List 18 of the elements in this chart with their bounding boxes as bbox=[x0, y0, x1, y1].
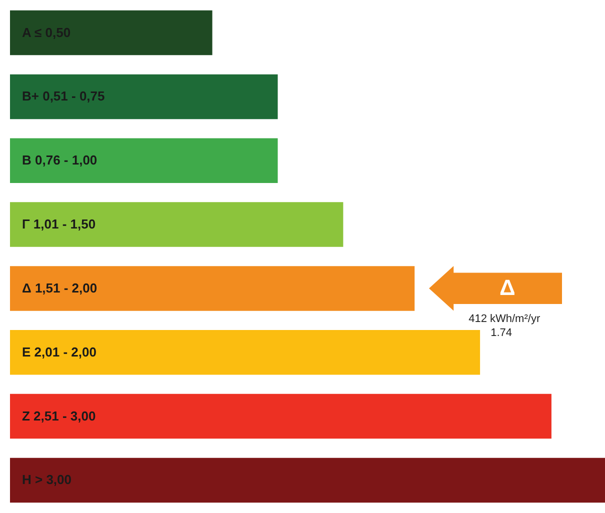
bar bbox=[10, 330, 480, 375]
bar bbox=[10, 138, 278, 183]
y-tick-label: B+ 0,51 - 0,75 bbox=[22, 88, 105, 104]
y-tick-label: Γ 1,01 - 1,50 bbox=[22, 216, 96, 232]
bar bbox=[10, 74, 278, 120]
y-tick-label: Δ 1,51 - 2,00 bbox=[22, 280, 98, 296]
annotation: 1.74 bbox=[490, 326, 512, 339]
y-tick-label: Z 2,51 - 3,00 bbox=[22, 408, 96, 424]
bar bbox=[10, 202, 344, 247]
annotation: Δ bbox=[498, 275, 516, 300]
y-tick-label: E 2,01 - 2,00 bbox=[22, 344, 96, 360]
y-tick-label: B 0,76 - 1,00 bbox=[22, 152, 98, 168]
y-tick-label: H > 3,00 bbox=[22, 472, 72, 488]
bar bbox=[10, 10, 212, 56]
bar bbox=[10, 458, 605, 503]
bar bbox=[10, 394, 552, 439]
bar bbox=[10, 266, 415, 311]
annotation: 412 kWh/m²/yr bbox=[468, 312, 540, 325]
